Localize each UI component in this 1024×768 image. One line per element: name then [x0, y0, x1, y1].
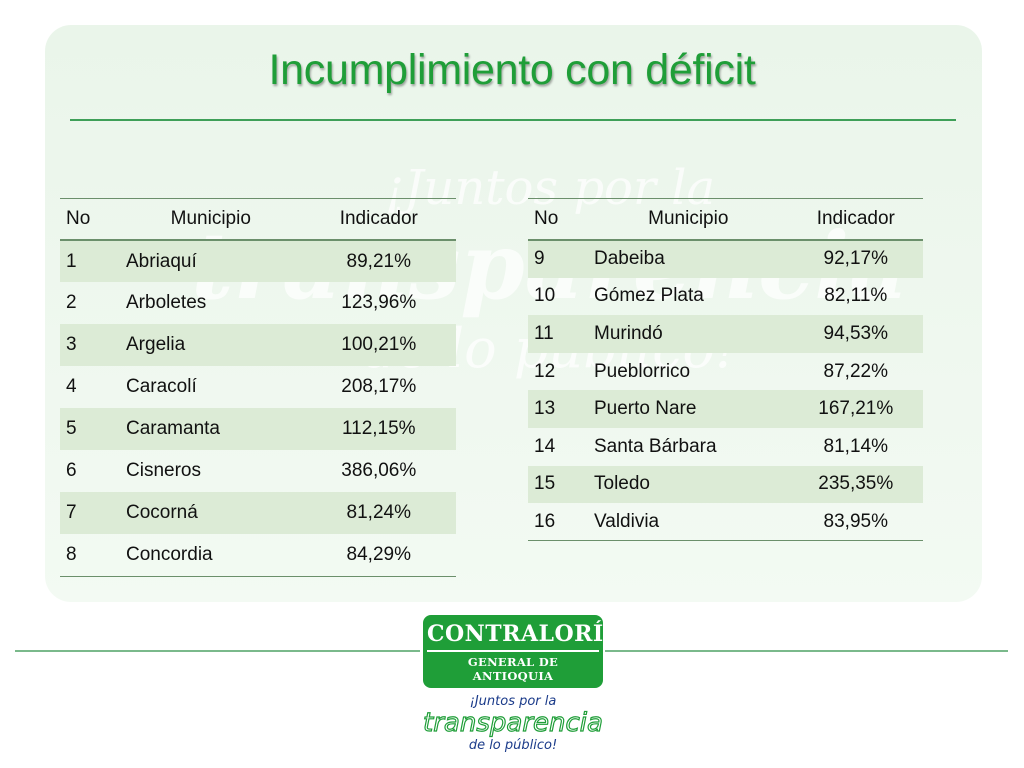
cell-municipio: Murindó — [594, 322, 663, 344]
footer-rule-right — [605, 650, 1008, 652]
cell-municipio: Santa Bárbara — [594, 435, 717, 457]
cell-no: 6 — [66, 460, 77, 481]
cell-no: 14 — [534, 435, 556, 457]
cell-municipio: Arboletes — [126, 292, 207, 313]
logo-slogan: ¡Juntos por la transparencia de lo públi… — [422, 694, 603, 753]
cell-municipio: Concordia — [126, 543, 213, 565]
cell-indicador: 100,21% — [341, 334, 417, 355]
table-header-row: No Municipio Indicador — [60, 199, 456, 240]
footer-rule-left — [15, 650, 420, 652]
cell-indicador: 89,21% — [346, 250, 411, 272]
table-row: 11 Murindó 94,53% — [528, 315, 923, 353]
slide-title: Incumplimiento con déficit — [268, 46, 756, 94]
logo-name: CONTRALORÍA — [427, 621, 622, 647]
cell-indicador: 112,15% — [341, 418, 416, 439]
cell-no: 12 — [534, 360, 556, 382]
cell-no: 11 — [534, 322, 554, 344]
header-municipio: Municipio — [648, 208, 729, 229]
header-no: No — [534, 208, 559, 229]
cell-municipio: Caramanta — [126, 418, 220, 439]
cell-municipio: Caracolí — [126, 376, 197, 397]
cell-no: 1 — [66, 250, 77, 272]
cell-indicador: 386,06% — [341, 460, 417, 481]
cell-indicador: 167,21% — [818, 398, 894, 420]
table-row: 2 Arboletes 123,96% — [60, 282, 456, 324]
table-row: 10 Gómez Plata 82,11% — [528, 278, 923, 316]
cell-no: 7 — [66, 502, 77, 523]
cell-indicador: 94,53% — [823, 322, 888, 344]
table-row: 9 Dabeiba 92,17% — [528, 240, 923, 278]
header-municipio: Municipio — [170, 208, 251, 229]
table-row: 4 Caracolí 208,17% — [60, 366, 456, 408]
cell-municipio: Gómez Plata — [594, 285, 704, 307]
slogan-line3: de lo público! — [468, 737, 558, 753]
cell-no: 3 — [66, 334, 77, 355]
cell-municipio: Dabeiba — [594, 248, 665, 270]
table-row: 6 Cisneros 386,06% — [60, 450, 456, 492]
table-row: 15 Toledo 235,35% — [528, 465, 923, 504]
table-right: No Municipio Indicador 9 Dabeiba 92,17% 10 G… — [528, 198, 923, 542]
logo-badge: CONTRALORÍA GENERAL DE ANTIOQUIA — [423, 615, 622, 688]
cell-indicador: 82,11% — [824, 285, 888, 307]
cell-municipio: Cocorná — [126, 502, 198, 523]
header-no: No — [66, 208, 91, 229]
cell-municipio: Cisneros — [126, 460, 201, 481]
watermark-line2: transparencia — [191, 212, 909, 320]
cell-indicador: 92,17% — [823, 248, 888, 270]
cell-indicador: 235,35% — [818, 473, 894, 495]
cell-no: 9 — [534, 248, 545, 270]
cell-indicador: 123,96% — [341, 292, 417, 313]
cell-no: 15 — [534, 473, 556, 495]
cell-no: 4 — [66, 376, 77, 397]
header-indicador: Indicador — [339, 208, 418, 229]
title-divider — [70, 119, 956, 121]
table-row: 1 Abriaquí 89,21% — [60, 240, 456, 282]
cell-no: 13 — [534, 398, 556, 420]
cell-indicador: 83,95% — [823, 510, 888, 532]
watermark-line3: de lo público! — [363, 317, 737, 381]
content-panel — [45, 25, 982, 602]
cell-no: 8 — [66, 543, 77, 565]
slogan-line1: ¡Juntos por la — [469, 694, 557, 709]
cell-municipio: Toledo — [594, 473, 650, 495]
table-header-row: No Municipio Indicador — [528, 199, 923, 240]
cell-no: 5 — [66, 418, 77, 439]
cell-indicador: 208,17% — [341, 376, 417, 397]
contraloria-logo: CONTRALORÍA GENERAL DE ANTIOQUIA ¡Juntos… — [422, 615, 622, 753]
cell-indicador: 84,29% — [346, 543, 411, 565]
table-left: No Municipio Indicador 1 Abriaquí 89,21% 2 A… — [60, 198, 456, 577]
table-row: 8 Concordia 84,29% — [60, 534, 456, 576]
table-row: 16 Valdivia 83,95% — [528, 503, 923, 541]
table-row: 14 Santa Bárbara 81,14% — [528, 428, 923, 466]
cell-municipio: Pueblorrico — [594, 360, 691, 382]
watermark: ¡Juntos por la transparencia de lo públi… — [190, 150, 910, 530]
slogan-line2: transparencia — [422, 708, 603, 738]
table-row: 13 Puerto Nare 167,21% — [528, 390, 923, 428]
header-indicador: Indicador — [816, 208, 895, 229]
cell-indicador: 81,24% — [346, 502, 411, 523]
cell-no: 2 — [66, 292, 77, 313]
cell-municipio: Valdivia — [594, 510, 660, 532]
cell-municipio: Puerto Nare — [594, 398, 697, 420]
table-row: 5 Caramanta 112,15% — [60, 408, 456, 450]
cell-indicador: 81,14% — [823, 435, 888, 457]
cell-indicador: 87,22% — [823, 360, 888, 382]
logo-subtitle: GENERAL DE ANTIOQUIA — [427, 650, 599, 683]
cell-municipio: Abriaquí — [126, 250, 197, 272]
table-row: 7 Cocorná 81,24% — [60, 492, 456, 534]
table-row: 12 Pueblorrico 87,22% — [528, 353, 923, 391]
cell-municipio: Argelia — [126, 334, 186, 355]
table-row: 3 Argelia 100,21% — [60, 324, 456, 366]
cell-no: 10 — [534, 285, 556, 307]
cell-no: 16 — [534, 510, 556, 532]
watermark-line1: ¡Juntos por la — [384, 160, 716, 216]
